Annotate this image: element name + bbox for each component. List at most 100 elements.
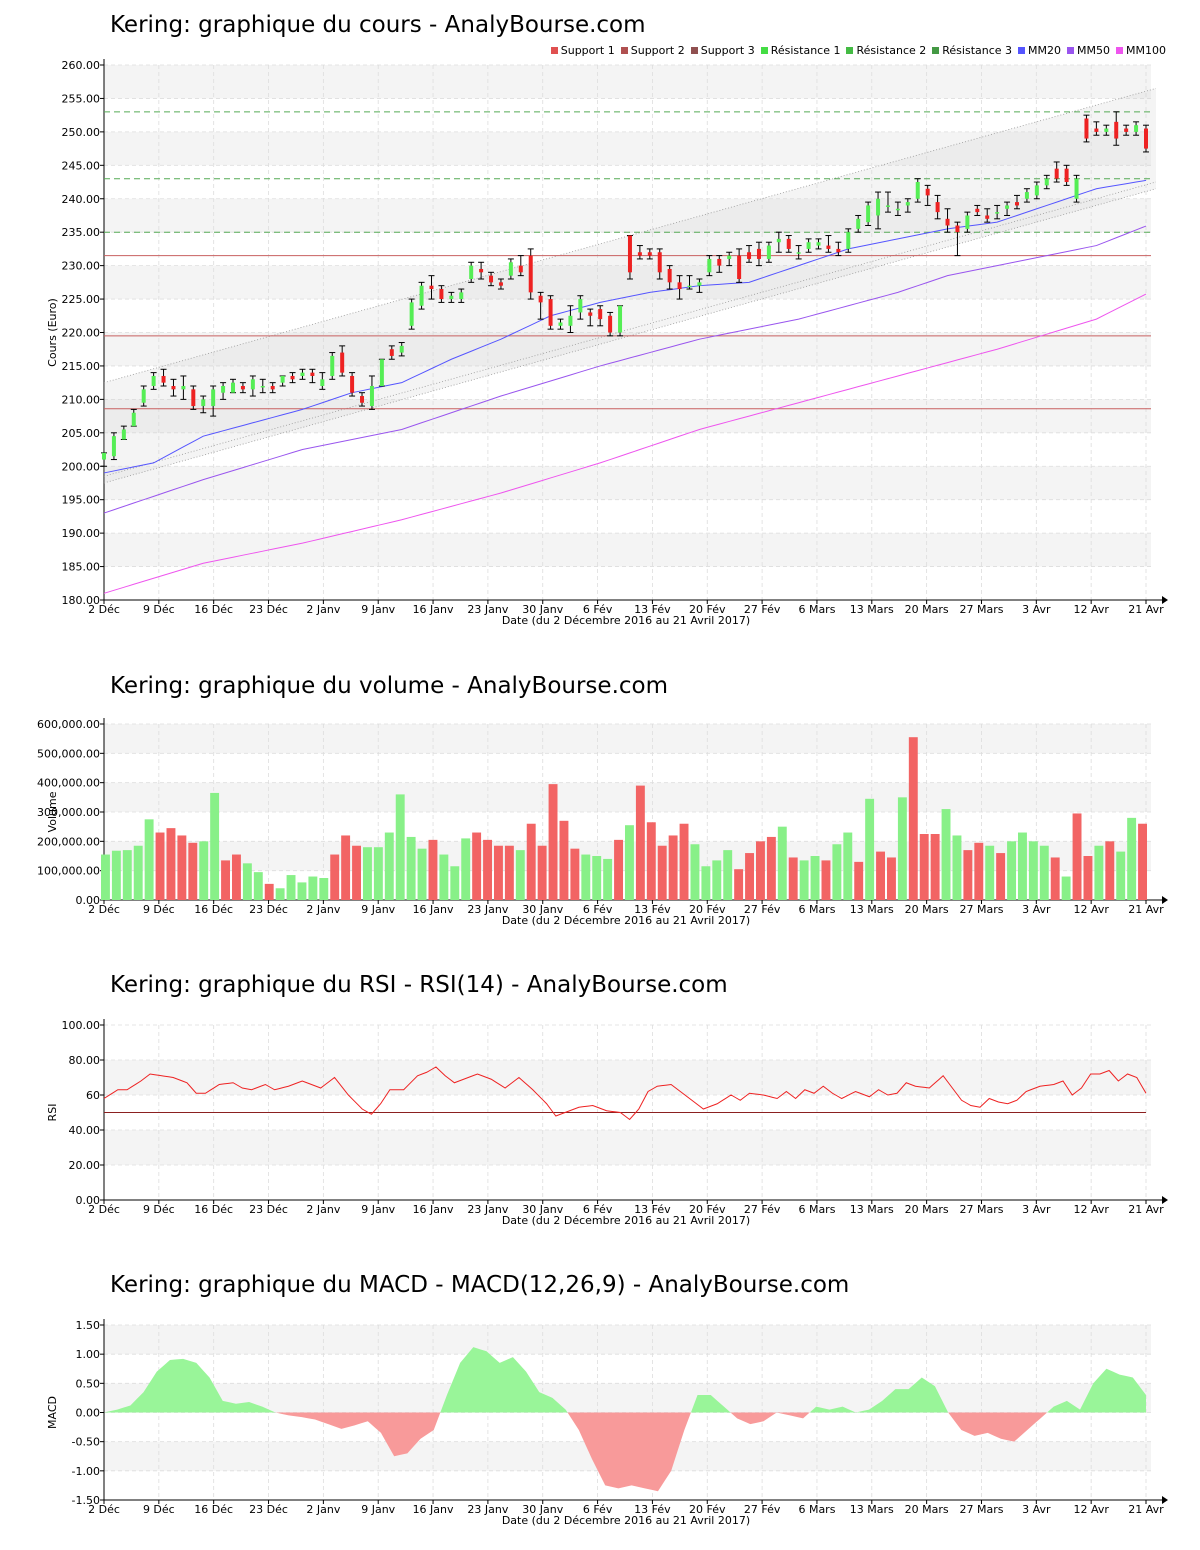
price-ytick-label: 240.00 [62, 193, 101, 206]
volume-bar [144, 819, 154, 900]
rsi-xtick-label: 6 Fév [583, 1203, 613, 1216]
volume-bar [330, 854, 340, 900]
rsi-panel: Kering: graphique du RSI - RSI(14) - Ana… [0, 940, 1200, 1240]
volume-bar [559, 820, 569, 900]
candle-body [866, 205, 871, 223]
candle-body [925, 188, 930, 196]
rsi-xtick-label: 23 Janv [467, 1203, 508, 1216]
price-xtick-label: 30 Janv [522, 603, 563, 616]
volume-bar [188, 842, 198, 900]
rsi-line [103, 1066, 1147, 1121]
macd-xtick-label: 23 Janv [467, 1503, 508, 1516]
volume-bar [897, 797, 907, 900]
volume-bar [843, 832, 853, 900]
legend-swatch [1067, 47, 1075, 54]
volume-bar [155, 832, 165, 900]
volume-xtick-label: 13 Fév [634, 903, 671, 916]
volume-bar [865, 798, 875, 900]
volume-xtick-label: 30 Janv [522, 903, 563, 916]
candle-body [796, 252, 801, 254]
candle-body [756, 248, 761, 259]
candle-body [350, 375, 355, 393]
candle-body [856, 218, 861, 229]
candle-body [528, 255, 533, 293]
volume-bar [494, 845, 503, 900]
volume-bar [406, 836, 416, 900]
volume-bar [177, 835, 187, 900]
candle-body [489, 275, 494, 283]
macd-band [104, 1325, 1151, 1355]
macd-positive-area [104, 1358, 276, 1413]
price-chart: 180.00 185.00 190.00 195.00 200.00 205.00 210.… [46, 59, 1168, 627]
candle-body [1005, 205, 1010, 209]
candle-body [161, 375, 166, 383]
candle-body [409, 302, 414, 326]
volume-bar [810, 856, 820, 900]
volume-bar [876, 851, 885, 900]
price-panel: Kering: graphique du cours - AnalyBourse… [0, 0, 1200, 640]
volume-bar [657, 845, 667, 900]
price-xtick-label: 23 Janv [467, 603, 508, 616]
candle-body [518, 265, 523, 273]
volume-bar [930, 834, 940, 900]
candle-body [876, 198, 881, 216]
legend-label: Résistance 1 [770, 44, 841, 57]
volume-bar [625, 825, 634, 900]
volume-bar [133, 845, 143, 900]
volume-bar [1007, 841, 1016, 900]
candle-body [598, 309, 603, 320]
rsi-xtick-label: 20 Mars [905, 1203, 949, 1216]
candle-body [618, 305, 623, 333]
price-band [104, 265, 1151, 300]
legend-swatch [846, 47, 854, 54]
macd-ytick-label: -1.00 [72, 1465, 100, 1478]
candle-body [747, 252, 752, 259]
candle-body [985, 215, 990, 219]
macd-chart: -1.50 -1.00 -0.50 0.00 0.50 1.00 1.50 2 Déc 9 Dé… [46, 1319, 1168, 1527]
legend-swatch [1116, 47, 1124, 54]
volume-bar [635, 785, 645, 900]
candle-body [439, 289, 444, 300]
candle-body [895, 208, 900, 211]
volume-ytick-label: 100,000.00 [37, 865, 100, 878]
macd-xtick-label: 16 Janv [413, 1503, 454, 1516]
candle-body [657, 252, 662, 273]
price-ytick-label: 210.00 [62, 393, 101, 406]
price-legend: Support 1 Support 2 Support 3 Résistance 1 R… [550, 44, 1166, 57]
rsi-xlabel: Date (du 2 Décembre 2016 au 21 Avril 201… [502, 1214, 750, 1227]
candle-body [300, 372, 305, 376]
rsi-ylabel: RSI [46, 1104, 59, 1122]
candle-body [330, 355, 335, 376]
volume-ytick-label: 600,000.00 [37, 718, 100, 731]
candle-body [627, 235, 632, 273]
candle-body [310, 372, 315, 376]
candle-body [975, 208, 980, 213]
candle-body [340, 352, 345, 373]
macd-xtick-label: 9 Janv [361, 1503, 395, 1516]
candle-body [1074, 178, 1079, 199]
price-band [104, 131, 1151, 166]
volume-bar [221, 860, 230, 900]
candle-body [191, 389, 196, 407]
volume-xtick-label: 16 Déc [194, 903, 233, 916]
volume-bar [581, 854, 591, 900]
macd-ytick-label: -0.50 [72, 1436, 100, 1449]
price-xtick-label: 12 Avr [1073, 603, 1109, 616]
volume-bar [111, 850, 121, 900]
rsi-xtick-label: 9 Déc [143, 1203, 175, 1216]
price-band [104, 332, 1151, 366]
macd-positive-area [690, 1395, 731, 1413]
candle-body [608, 315, 613, 333]
volume-bar [788, 857, 798, 900]
legend-label: MM100 [1126, 44, 1166, 57]
volume-bar [264, 883, 274, 900]
price-channel-band [104, 88, 1156, 483]
volume-bar [1018, 832, 1027, 900]
volume-bar [1138, 823, 1147, 900]
candle-body [469, 265, 474, 279]
legend-swatch [550, 47, 558, 54]
volume-bar [1094, 845, 1104, 900]
candle-body [1044, 178, 1049, 186]
macd-ytick-label: -1.50 [72, 1494, 100, 1507]
price-ytick-label: 255.00 [62, 92, 101, 105]
